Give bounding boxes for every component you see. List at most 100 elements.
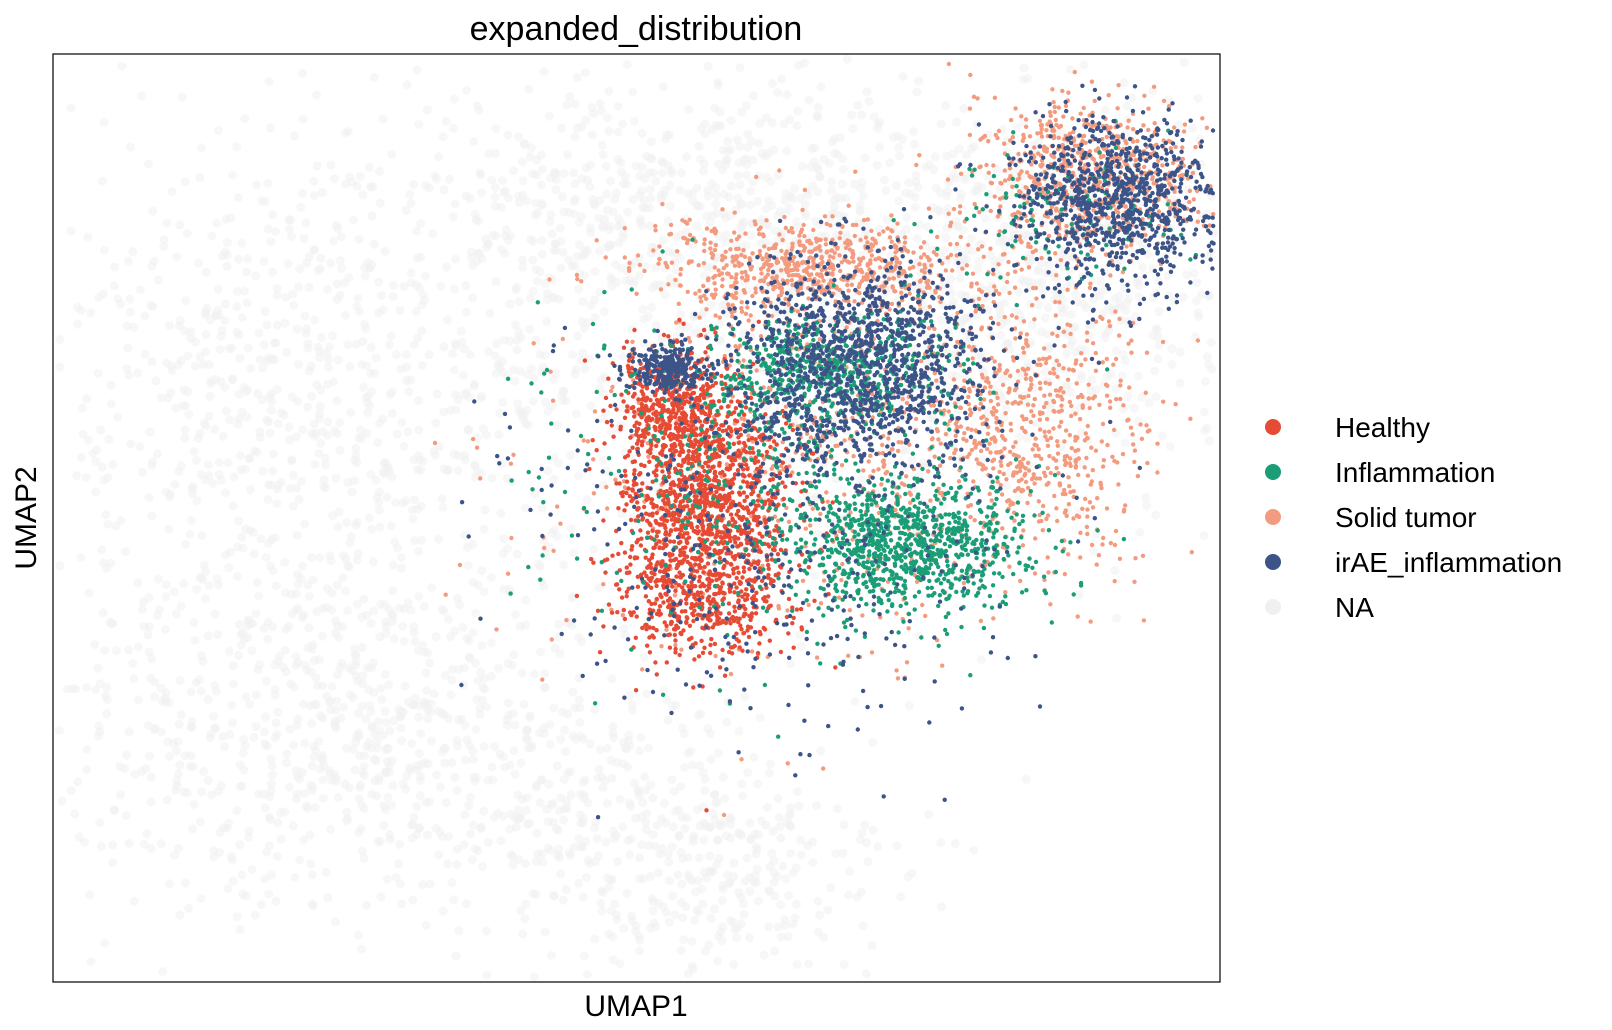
data-point <box>860 153 870 163</box>
data-point <box>201 347 210 357</box>
data-point <box>736 919 746 929</box>
data-point <box>737 107 747 117</box>
data-point <box>148 206 158 216</box>
data-point <box>655 849 665 859</box>
data-point <box>547 229 557 239</box>
data-point <box>789 278 794 283</box>
data-point <box>1008 428 1014 433</box>
data-point <box>1003 339 1013 349</box>
data-point <box>753 830 763 840</box>
data-point <box>329 236 338 246</box>
data-point <box>901 445 911 455</box>
data-point <box>531 170 541 180</box>
data-point <box>687 232 693 238</box>
data-point <box>728 917 738 927</box>
data-point <box>498 397 508 407</box>
data-point <box>720 794 730 803</box>
data-point <box>622 255 627 260</box>
data-point <box>206 376 216 386</box>
data-point <box>307 553 316 562</box>
data-point <box>288 821 298 831</box>
data-point <box>561 747 571 756</box>
data-point <box>1174 120 1184 130</box>
data-point <box>556 869 566 879</box>
data-point <box>505 760 515 770</box>
data-point <box>497 176 507 185</box>
data-point <box>1052 104 1057 110</box>
data-point <box>291 432 301 442</box>
data-point <box>448 349 457 359</box>
data-point <box>761 151 771 161</box>
data-point <box>233 193 243 203</box>
data-point <box>718 772 728 782</box>
data-point <box>569 209 579 219</box>
data-point <box>774 260 780 266</box>
data-point <box>1088 546 1098 556</box>
data-point <box>246 526 255 536</box>
data-point <box>796 850 806 860</box>
data-point <box>1119 78 1129 88</box>
data-point <box>353 708 363 718</box>
data-point <box>538 857 548 867</box>
data-point <box>430 171 440 181</box>
data-point <box>108 858 118 868</box>
data-point <box>295 264 305 274</box>
data-point <box>608 826 618 836</box>
data-point <box>271 581 281 591</box>
scatter-points <box>54 54 1219 982</box>
data-point <box>858 237 863 243</box>
data-point <box>186 751 196 761</box>
data-point <box>460 755 470 765</box>
data-point <box>499 584 509 594</box>
data-point <box>620 630 630 640</box>
data-point <box>128 247 138 256</box>
data-point <box>195 573 205 583</box>
data-point <box>235 451 245 460</box>
data-point <box>189 447 199 456</box>
data-point <box>760 256 765 261</box>
data-point <box>496 245 506 254</box>
data-point <box>1056 105 1062 110</box>
data-point <box>269 449 278 459</box>
data-point <box>173 769 183 779</box>
data-point <box>156 839 166 849</box>
data-point <box>406 198 416 208</box>
data-point <box>540 669 549 678</box>
data-point <box>712 190 721 200</box>
data-point <box>1187 188 1193 194</box>
data-point <box>453 741 463 751</box>
data-point <box>894 142 904 152</box>
data-point <box>146 844 156 853</box>
data-point <box>189 799 199 809</box>
data-point <box>491 148 500 158</box>
data-point <box>943 203 953 213</box>
data-point <box>516 906 526 916</box>
data-point <box>451 951 461 961</box>
data-point <box>158 967 168 976</box>
data-point <box>717 936 727 946</box>
data-point <box>1160 163 1165 168</box>
data-point <box>103 519 113 529</box>
data-point <box>266 754 276 764</box>
data-point <box>73 777 83 787</box>
data-point <box>228 661 238 671</box>
data-point <box>1104 134 1110 140</box>
data-point <box>476 393 486 403</box>
data-point <box>284 621 294 631</box>
data-point <box>862 87 872 97</box>
data-point <box>361 324 370 333</box>
data-point <box>389 716 399 726</box>
data-point <box>574 272 580 278</box>
data-point <box>969 447 975 453</box>
data-point <box>568 350 578 360</box>
data-point <box>761 113 771 123</box>
data-point <box>98 176 107 186</box>
data-point <box>213 125 223 135</box>
data-point <box>784 890 793 900</box>
data-point <box>310 459 320 469</box>
data-point <box>979 244 985 249</box>
data-point <box>351 657 361 666</box>
data-point <box>465 741 474 751</box>
data-point <box>57 796 67 806</box>
